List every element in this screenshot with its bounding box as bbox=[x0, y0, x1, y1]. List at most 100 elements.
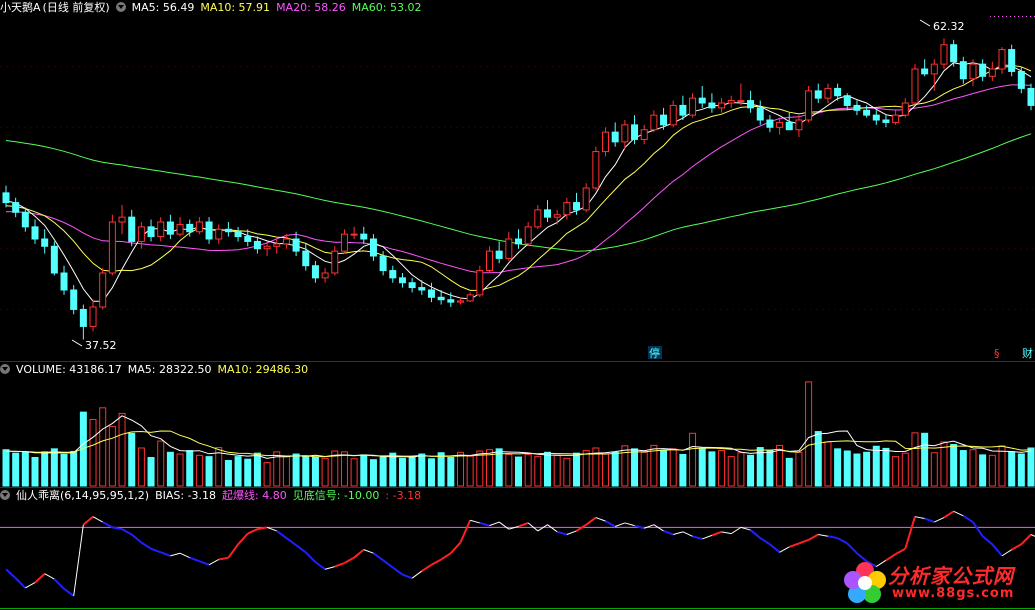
candle-body bbox=[340, 233, 348, 252]
bias-segment bbox=[382, 559, 394, 569]
volume-bar bbox=[979, 454, 987, 487]
candle-body bbox=[60, 272, 68, 291]
volume-bar bbox=[408, 456, 416, 487]
candle-body bbox=[41, 238, 49, 247]
volume-bar bbox=[863, 451, 871, 487]
volume-bar bbox=[1017, 453, 1025, 487]
candle-body bbox=[969, 63, 977, 80]
bias-segment bbox=[498, 521, 510, 530]
volume-bar bbox=[892, 456, 900, 487]
volume-bar bbox=[282, 456, 290, 487]
bias-segment bbox=[285, 537, 297, 547]
last-value-label: : -3.18 bbox=[385, 489, 422, 502]
candle-body bbox=[176, 223, 184, 235]
dropdown-icon[interactable] bbox=[115, 2, 126, 12]
bias-segment bbox=[25, 582, 36, 589]
volume-bar bbox=[128, 432, 136, 487]
bias-segment bbox=[972, 521, 984, 537]
indicator-name[interactable]: 仙人乖离(6,14,95,95,1,2) bbox=[16, 489, 150, 502]
dropdown-icon[interactable] bbox=[0, 364, 10, 374]
candle-body bbox=[718, 102, 726, 109]
bias-segment bbox=[82, 515, 94, 526]
volume-bar bbox=[640, 451, 648, 487]
candle-body bbox=[901, 102, 909, 116]
bias-segment bbox=[131, 533, 143, 544]
vol-ma5-label: MA5: 28322.50 bbox=[127, 363, 212, 376]
volume-bar bbox=[776, 444, 784, 487]
volume-bar bbox=[515, 456, 522, 487]
stock-name[interactable]: 小天鹅A bbox=[0, 1, 41, 14]
candle-body bbox=[756, 107, 764, 121]
candle-body bbox=[418, 287, 426, 291]
volume-bar bbox=[553, 454, 561, 487]
vol-ma10-label: MA10: 29486.30 bbox=[217, 363, 309, 376]
candle-body bbox=[1027, 87, 1035, 106]
bias-segment bbox=[779, 546, 790, 553]
candle-body bbox=[331, 250, 339, 274]
marker-ting-box[interactable] bbox=[648, 346, 662, 359]
volume-bar bbox=[824, 441, 832, 487]
bias-segment bbox=[170, 552, 181, 557]
chart-mode[interactable]: (日线 前复权) bbox=[42, 1, 110, 14]
watermark-title: 分析家公式网 bbox=[888, 564, 1014, 588]
volume-bar bbox=[756, 447, 764, 487]
candle-body bbox=[408, 282, 416, 289]
volume-bar bbox=[340, 451, 348, 487]
bias-segment bbox=[305, 551, 317, 563]
volume-bar bbox=[186, 450, 194, 487]
bias-segment bbox=[372, 552, 384, 562]
candle-body bbox=[224, 228, 232, 233]
bias-segment bbox=[227, 543, 239, 559]
bias-segment bbox=[876, 559, 887, 568]
volume-bar bbox=[988, 454, 996, 487]
volume-bar bbox=[447, 456, 455, 487]
volume-bar bbox=[708, 451, 716, 487]
volume-bar bbox=[834, 448, 842, 487]
candle-body bbox=[147, 226, 155, 238]
ma5-label: MA5: 56.49 bbox=[131, 1, 195, 14]
volume-bar bbox=[1008, 451, 1016, 487]
candle-body bbox=[776, 121, 784, 128]
candle-body bbox=[669, 104, 677, 126]
candle-body bbox=[118, 216, 126, 223]
marker-cai[interactable]: 财 bbox=[1022, 346, 1033, 360]
ma5-path bbox=[5, 62, 1032, 302]
bias-segment bbox=[257, 526, 268, 531]
candle-body bbox=[679, 104, 687, 116]
jiandi-label: 见底信号: -10.00 bbox=[292, 489, 380, 502]
volume-bar bbox=[292, 453, 300, 487]
marker-ting[interactable]: 停 bbox=[649, 346, 660, 360]
bias-segment bbox=[692, 535, 703, 540]
bias-segment bbox=[353, 548, 365, 559]
candle-body bbox=[21, 211, 29, 228]
candle-body bbox=[534, 209, 542, 228]
candle-body bbox=[998, 49, 1006, 70]
bias-segment bbox=[1011, 543, 1022, 551]
volume-bar bbox=[785, 457, 793, 487]
volume-bar bbox=[21, 451, 29, 487]
marker-s[interactable]: § bbox=[994, 347, 1000, 360]
bias-segment bbox=[866, 560, 877, 568]
dropdown-icon[interactable] bbox=[0, 490, 10, 500]
bias-segment bbox=[208, 559, 219, 566]
volume-bar bbox=[302, 455, 310, 487]
volume-bar bbox=[901, 452, 909, 487]
candle-body bbox=[737, 100, 745, 103]
volume-bar bbox=[379, 456, 387, 487]
volume-bar bbox=[689, 432, 697, 487]
candlestick-series bbox=[2, 38, 1035, 340]
volume-bar bbox=[273, 451, 281, 487]
candle-body bbox=[108, 221, 116, 274]
volume-bar bbox=[495, 448, 503, 487]
volume-bar bbox=[950, 444, 958, 487]
candle-body bbox=[544, 209, 552, 218]
candle-body bbox=[515, 238, 522, 245]
ma5-line bbox=[5, 62, 1032, 302]
candle-body bbox=[186, 223, 194, 233]
bias-segment bbox=[1001, 549, 1012, 557]
volume-bar bbox=[582, 450, 590, 487]
bias-segment bbox=[411, 570, 423, 579]
candle-body bbox=[747, 100, 755, 109]
candle-body bbox=[466, 294, 474, 302]
candle-body bbox=[602, 131, 610, 153]
